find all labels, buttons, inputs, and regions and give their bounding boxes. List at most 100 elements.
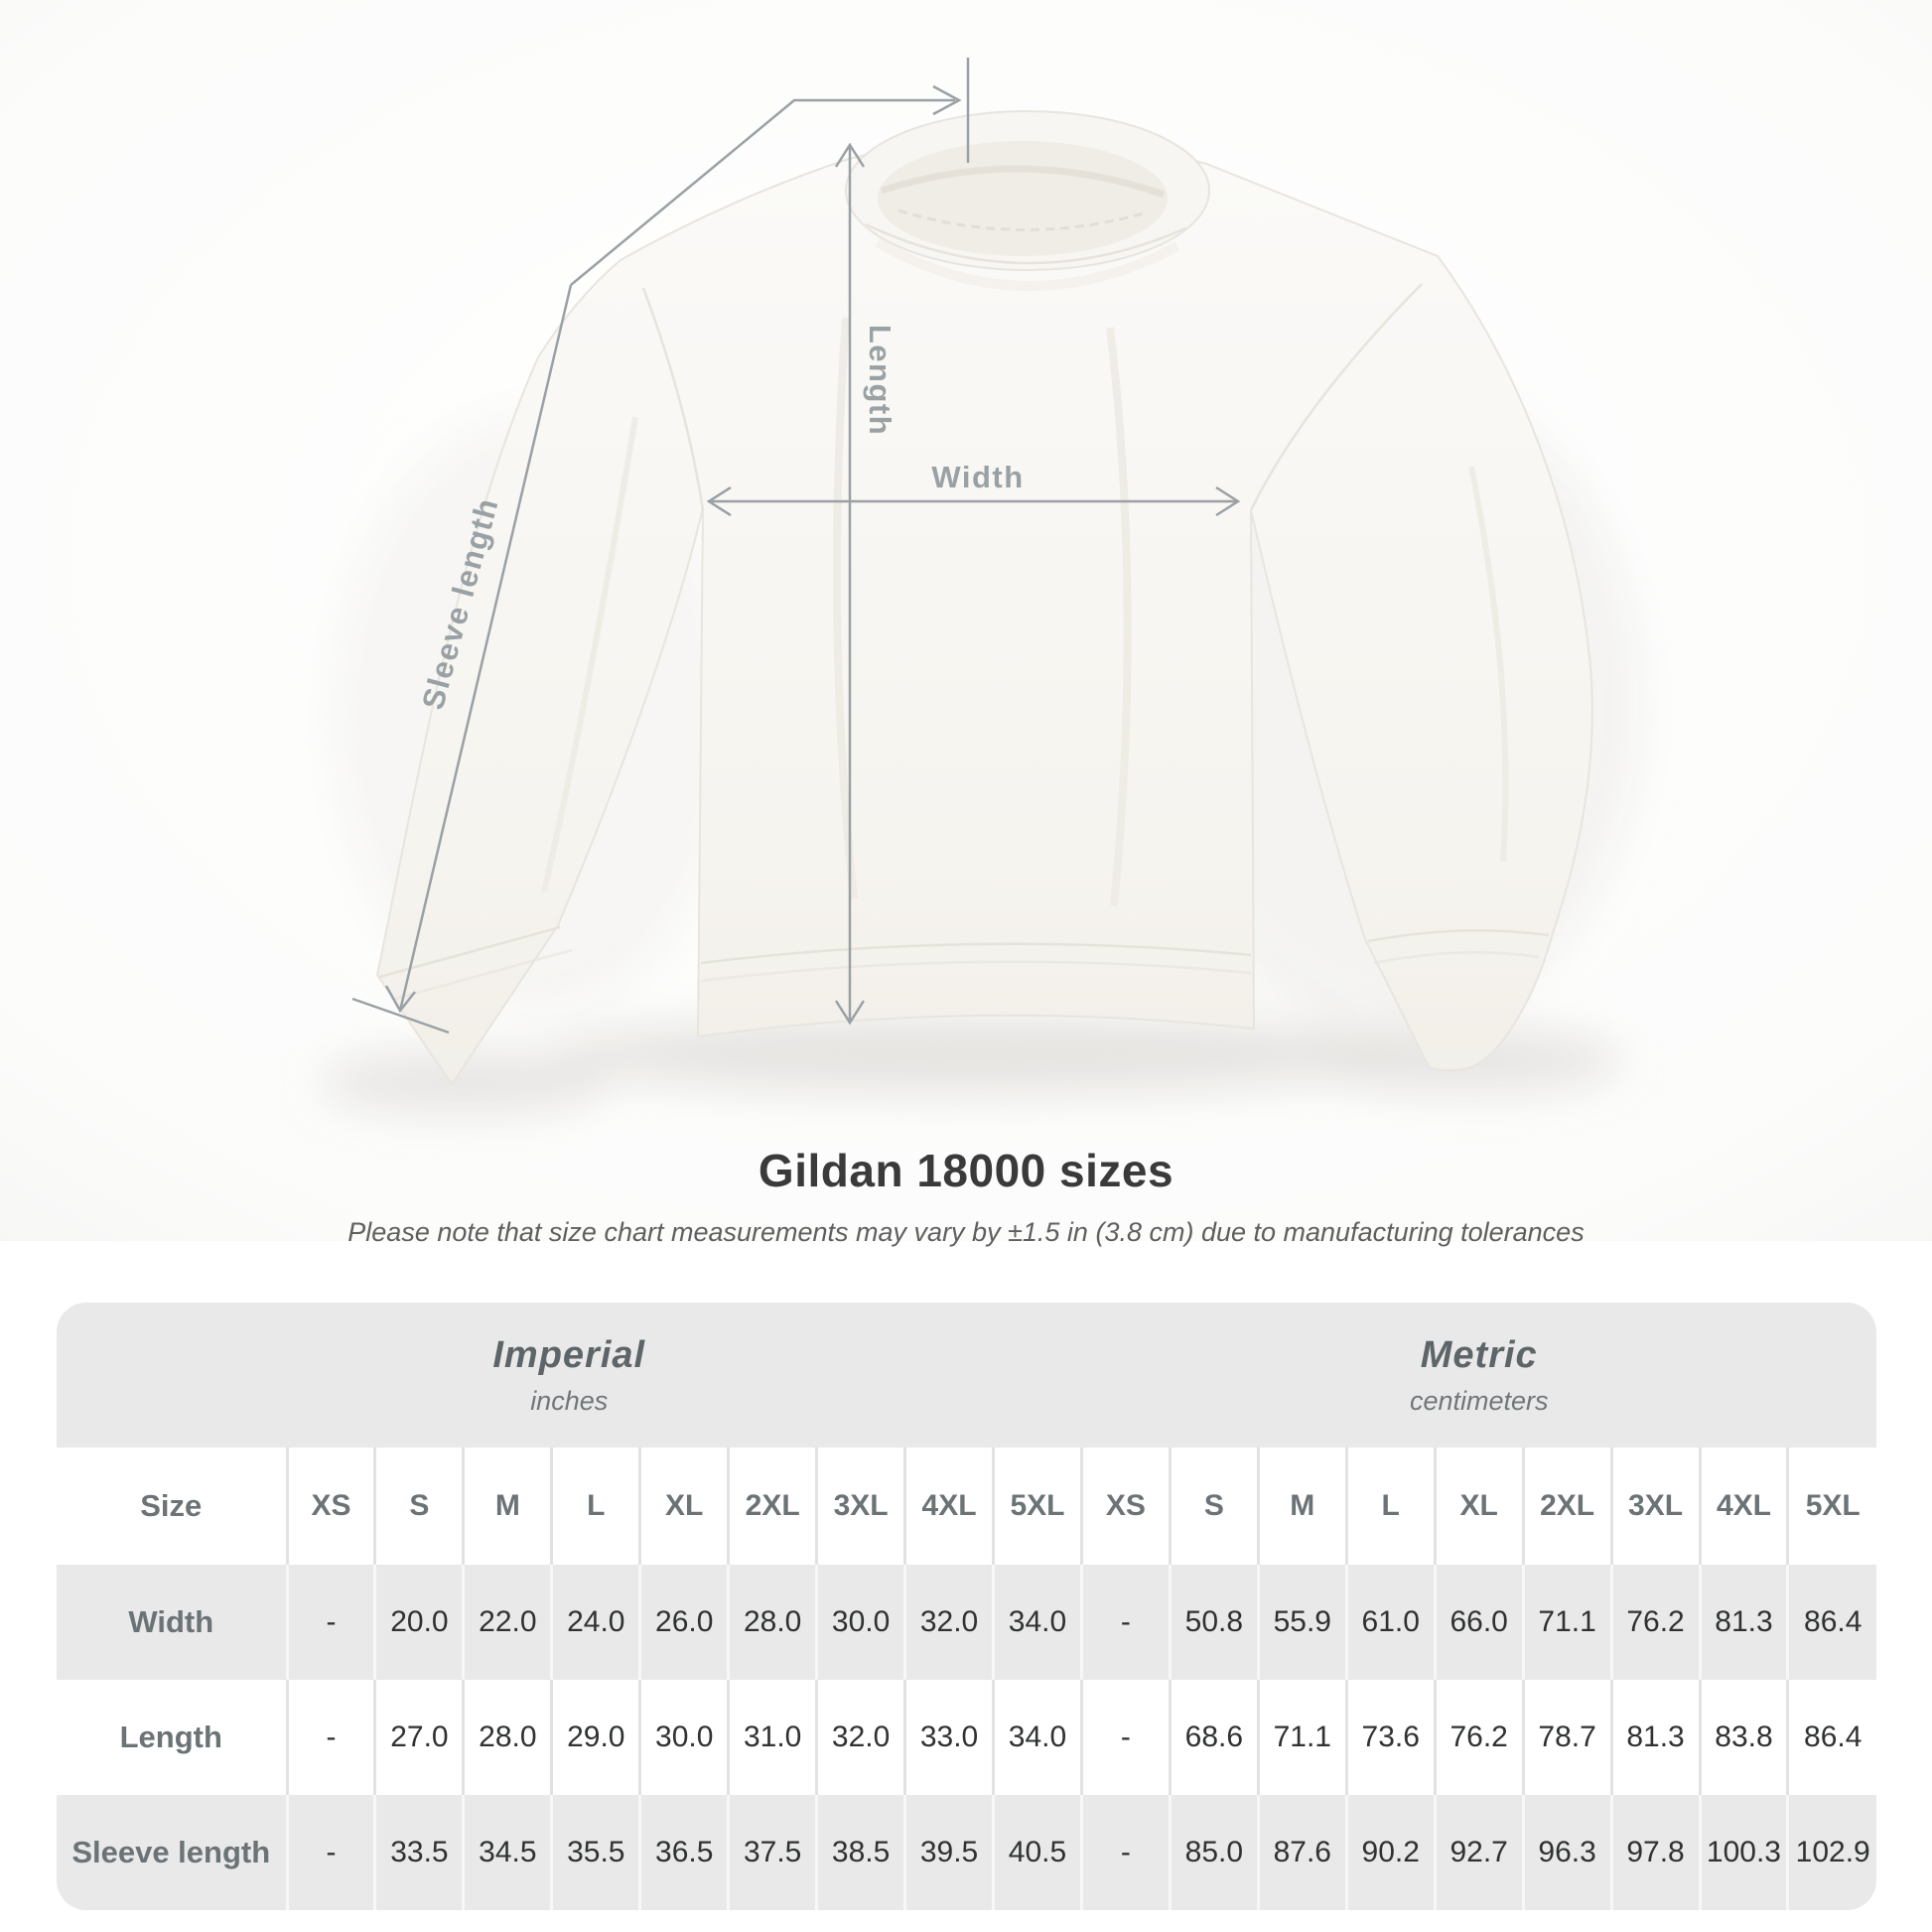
- size-header-cell: L: [550, 1448, 640, 1565]
- unit-group-name: Imperial: [492, 1333, 646, 1376]
- measurement-value-cell: 37.5: [727, 1795, 817, 1910]
- measurement-value-cell: -: [1079, 1565, 1171, 1680]
- size-table-container: Imperial inches Metric centimeters Size XS S M L…: [57, 1303, 1876, 1910]
- measurement-value-cell: 33.0: [903, 1680, 994, 1795]
- unit-group-unit: inches: [530, 1385, 609, 1416]
- measurement-value-cell: -: [285, 1680, 375, 1795]
- size-column-label: Size: [57, 1448, 287, 1565]
- garment-seams: [378, 283, 1550, 1001]
- length-bottom-arrowhead-icon: [834, 1000, 866, 1026]
- sleeve-arrowhead-icon: [384, 985, 416, 1014]
- measurement-value-cell: 102.9: [1786, 1795, 1876, 1910]
- size-header-cell: M: [1256, 1448, 1347, 1565]
- measurement-value-cell: 76.2: [1433, 1680, 1524, 1795]
- width-measurement-label: Width: [931, 460, 1025, 494]
- unit-group-row: Imperial inches Metric centimeters: [57, 1303, 1876, 1448]
- measurement-value-cell: 83.8: [1698, 1680, 1788, 1795]
- measurement-value-cell: 55.9: [1256, 1565, 1347, 1680]
- measurement-value-cell: 34.5: [462, 1795, 552, 1910]
- measurement-value-cell: 40.5: [992, 1795, 1082, 1910]
- size-header-cell: 4XL: [1698, 1448, 1788, 1565]
- measurement-value-cell: 81.3: [1698, 1565, 1788, 1680]
- sleeve-length-line: [398, 284, 573, 1012]
- measurement-row-label: Length: [57, 1680, 287, 1795]
- measurement-value-cell: 33.5: [373, 1795, 464, 1910]
- measurement-value-cell: 29.0: [550, 1680, 640, 1795]
- measurement-value-cell: 26.0: [638, 1565, 729, 1680]
- measurement-value-cell: 32.0: [815, 1680, 905, 1795]
- size-header-cell: XS: [1079, 1448, 1171, 1565]
- measurement-value-cell: 31.0: [727, 1680, 817, 1795]
- size-header-cell: XS: [285, 1448, 375, 1565]
- measurement-value-cell: 86.4: [1786, 1680, 1876, 1795]
- measurement-value-cell: 38.5: [815, 1795, 905, 1910]
- measurement-value-cell: 68.6: [1168, 1680, 1259, 1795]
- fabric-folds: [541, 237, 1509, 906]
- measurement-value-cell: 78.7: [1521, 1680, 1612, 1795]
- measurement-value-cell: -: [285, 1795, 375, 1910]
- measurement-value-cell: 86.4: [1786, 1565, 1876, 1680]
- measurement-value-cell: 92.7: [1433, 1795, 1524, 1910]
- measurement-value-cell: 66.0: [1433, 1565, 1524, 1680]
- measurement-value-cell: 22.0: [462, 1565, 552, 1680]
- collar-inner-shadow: [880, 165, 1166, 199]
- measurement-value-cell: 39.5: [903, 1795, 994, 1910]
- length-top-arrowhead-icon: [834, 142, 866, 168]
- size-header-cell: 2XL: [1521, 1448, 1612, 1565]
- measurement-value-cell: 50.8: [1168, 1565, 1259, 1680]
- unit-group-header: Metric centimeters: [1081, 1303, 1876, 1448]
- measurement-value-cell: 32.0: [903, 1565, 994, 1680]
- size-header-cell: 2XL: [727, 1448, 817, 1565]
- measurement-value-cell: 28.0: [727, 1565, 817, 1680]
- size-header-cell: XL: [1433, 1448, 1524, 1565]
- measurement-row-label: Sleeve length: [57, 1795, 287, 1910]
- measurement-value-cell: 27.0: [373, 1680, 464, 1795]
- size-header-cell: S: [1168, 1448, 1259, 1565]
- measurement-row-label: Width: [57, 1565, 287, 1680]
- unit-group-unit: centimeters: [1409, 1385, 1549, 1416]
- page-title: Gildan 18000 sizes: [758, 1145, 1174, 1196]
- size-header-cell: L: [1344, 1448, 1436, 1565]
- size-header-cell: 5XL: [1786, 1448, 1876, 1565]
- measurement-value-cell: 35.5: [550, 1795, 640, 1910]
- measurement-value-cell: -: [1079, 1795, 1171, 1910]
- measurement-value-cell: 61.0: [1344, 1565, 1436, 1680]
- measurement-value-cell: -: [285, 1565, 375, 1680]
- unit-group-name: Metric: [1420, 1333, 1538, 1376]
- size-header-cell: XL: [638, 1448, 729, 1565]
- measurement-row: Width -20.0 22.0 24.0 26.0 28.0 30.0 32.0 34.0-5…: [57, 1565, 1876, 1680]
- measurement-value-cell: 34.0: [992, 1680, 1082, 1795]
- measurement-value-cell: -: [1079, 1680, 1171, 1795]
- measurement-row: Length -27.0 28.0 29.0 30.0 31.0 32.0 33.0 34.0-…: [57, 1680, 1876, 1795]
- measurement-value-cell: 71.1: [1521, 1565, 1612, 1680]
- measurement-value-cell: 73.6: [1344, 1680, 1436, 1795]
- measurement-value-cell: 90.2: [1344, 1795, 1436, 1910]
- measurement-value-cell: 24.0: [550, 1565, 640, 1680]
- width-right-arrowhead-icon: [1215, 485, 1241, 517]
- length-measurement-label: Length: [863, 324, 897, 437]
- sweatshirt-image: [0, 0, 1932, 1241]
- size-header-cell: 3XL: [815, 1448, 905, 1565]
- size-header-row: Size XS S M L XL 2XL 3XL 4XL 5XL XS S M L XL 2XL 3XL 4XL 5…: [57, 1448, 1876, 1565]
- unit-group-header: Imperial inches: [57, 1303, 1082, 1448]
- sleeve-end-tick: [351, 997, 450, 1035]
- measurement-value-cell: 81.3: [1609, 1680, 1700, 1795]
- right-arrowhead-icon: [932, 84, 962, 116]
- shoulder-reference-line: [570, 98, 955, 286]
- measurement-value-cell: 30.0: [815, 1565, 905, 1680]
- measurement-value-cell: 36.5: [638, 1795, 729, 1910]
- size-header-cell: 3XL: [1609, 1448, 1700, 1565]
- measurement-value-cell: 28.0: [462, 1680, 552, 1795]
- measurement-value-cell: 34.0: [992, 1565, 1082, 1680]
- measurement-value-cell: 97.8: [1609, 1795, 1700, 1910]
- measurement-value-cell: 96.3: [1521, 1795, 1612, 1910]
- tolerance-note: Please note that size chart measurements…: [347, 1217, 1585, 1247]
- measurement-value-cell: 76.2: [1609, 1565, 1700, 1680]
- product-diagram: Length Width Sleeve length: [0, 0, 1932, 1241]
- size-header-cell: S: [373, 1448, 464, 1565]
- measurement-value-cell: 100.3: [1698, 1795, 1788, 1910]
- collar-opening: [878, 141, 1168, 256]
- size-header-cell: 5XL: [992, 1448, 1082, 1565]
- garment: [375, 110, 1593, 1086]
